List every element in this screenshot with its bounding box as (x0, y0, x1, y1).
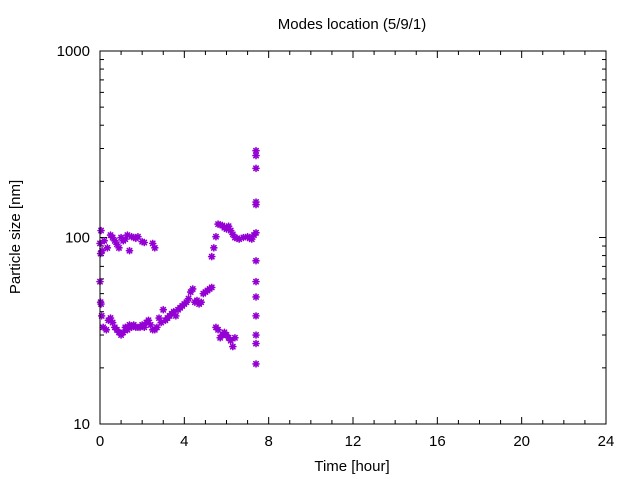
x-tick-labels: 0 4 8 12 16 20 24 (96, 433, 615, 450)
chart-title: Modes location (5/9/1) (278, 16, 426, 33)
data-point (252, 293, 260, 301)
data-point (159, 305, 168, 314)
data-point (231, 333, 239, 342)
data-point (184, 294, 193, 303)
data-point (207, 283, 216, 292)
data-point (125, 246, 134, 255)
plot-frame (99, 50, 607, 425)
data-point (252, 312, 260, 320)
x-tick-label: 20 (513, 433, 530, 450)
data-point (100, 237, 109, 245)
data-point (252, 146, 260, 155)
data-points (96, 146, 260, 368)
x-tick-label: 16 (429, 433, 446, 450)
data-point (210, 244, 218, 252)
y-axis-label: Particle size [nm] (7, 180, 24, 294)
y-tick-label: 1000 (57, 43, 90, 60)
data-point (229, 342, 237, 351)
y-tick-labels: 10 100 1000 (57, 43, 90, 433)
data-point (188, 285, 197, 293)
data-point (212, 232, 220, 241)
axis-ticks (99, 50, 607, 425)
x-tick-label: 8 (264, 433, 272, 450)
data-point (119, 328, 127, 337)
data-point (97, 226, 105, 235)
data-point (252, 360, 260, 368)
x-tick-label: 4 (180, 433, 188, 450)
data-point (252, 198, 260, 206)
data-point (252, 164, 260, 173)
data-point (252, 331, 260, 339)
data-point (252, 339, 260, 348)
data-point (214, 325, 222, 334)
data-point (103, 244, 112, 252)
x-tick-label: 0 (96, 433, 104, 450)
y-tick-label: 10 (73, 416, 90, 433)
data-point (102, 325, 111, 334)
data-point (252, 228, 260, 237)
data-point (197, 298, 205, 306)
data-point (134, 232, 142, 241)
data-point (153, 323, 161, 332)
data-point (252, 257, 260, 265)
x-tick-label: 24 (598, 433, 615, 450)
data-point (97, 300, 105, 308)
y-tick-label: 100 (65, 230, 90, 247)
x-axis-label: Time [hour] (314, 458, 389, 475)
data-point (140, 238, 149, 247)
data-point (207, 252, 216, 261)
x-tick-label: 12 (345, 433, 362, 450)
data-point (252, 277, 260, 286)
data-point (151, 244, 159, 252)
data-point (172, 312, 180, 320)
data-point (115, 244, 123, 252)
